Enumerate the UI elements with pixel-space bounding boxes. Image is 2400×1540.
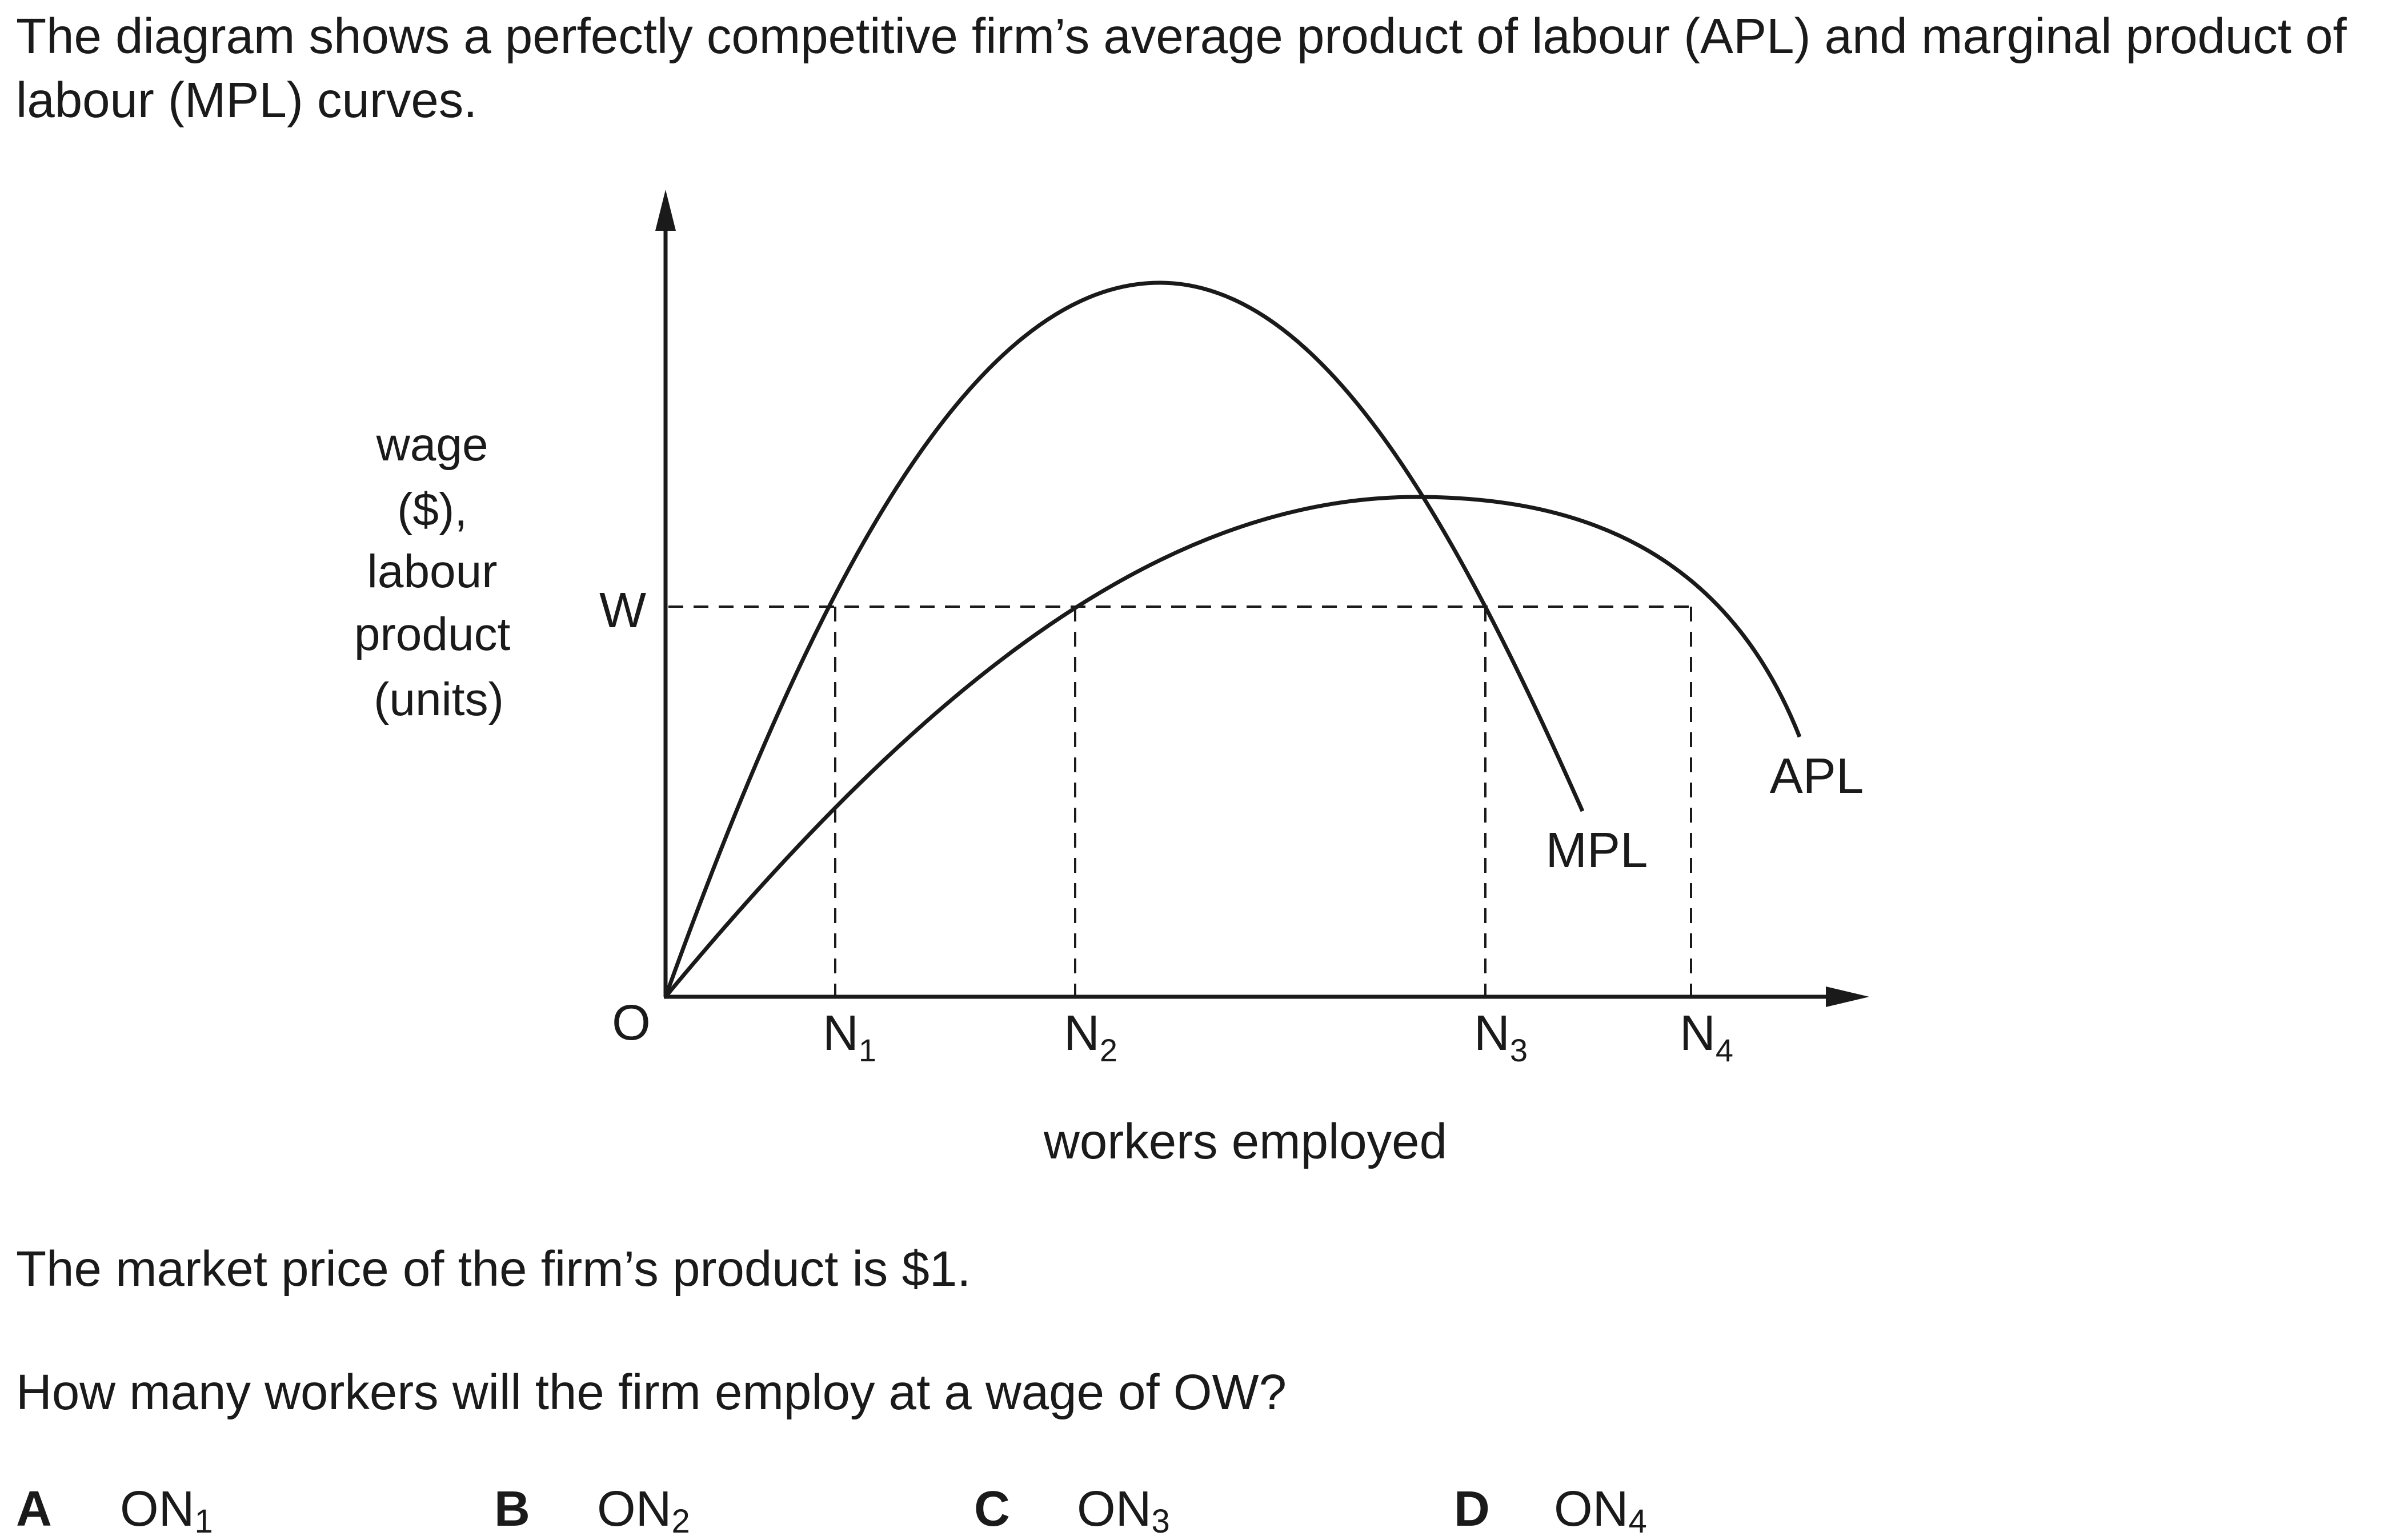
question-prompt: How many workers will the firm employ at… <box>16 1365 1287 1420</box>
option-d-letter[interactable]: D <box>1454 1481 1490 1537</box>
mpl-curve <box>663 280 1585 998</box>
apl-curve <box>664 495 1802 998</box>
y-axis-label-line-3: labour <box>367 546 498 597</box>
x-axis-label: workers employed <box>1043 1114 1447 1169</box>
n3-label: N3 <box>1474 1005 1528 1068</box>
n2-label: N2 <box>1064 1005 1117 1068</box>
x-axis-arrowhead <box>1826 986 1869 1007</box>
y-axis-label-line-2: ($), <box>397 484 467 536</box>
n4-label: N4 <box>1680 1005 1733 1068</box>
option-b-value[interactable]: ON2 <box>597 1481 690 1540</box>
mpl-label: MPL <box>1546 823 1648 878</box>
y-axis-label: wage ($), labour product (units) <box>354 419 523 725</box>
option-c-value[interactable]: ON3 <box>1077 1481 1170 1540</box>
option-c-letter[interactable]: C <box>974 1481 1010 1537</box>
option-b-letter[interactable]: B <box>494 1481 530 1537</box>
y-axis-label-line-4: product <box>354 608 511 660</box>
y-axis-label-line-5: (units) <box>374 673 504 725</box>
n1-label: N1 <box>823 1005 876 1068</box>
question-intro: The diagram shows a perfectly competitiv… <box>16 9 2347 128</box>
price-statement: The market price of the firm’s product i… <box>16 1241 971 1297</box>
apl-label: APL <box>1770 748 1864 804</box>
y-axis-label-line-1: wage <box>376 419 488 471</box>
option-a-letter[interactable]: A <box>16 1481 52 1537</box>
origin-label: O <box>612 995 651 1050</box>
wage-label: W <box>599 583 646 638</box>
y-axis-arrowhead <box>655 190 676 231</box>
option-a-value[interactable]: ON1 <box>120 1481 213 1540</box>
option-d-value[interactable]: ON4 <box>1554 1481 1647 1540</box>
